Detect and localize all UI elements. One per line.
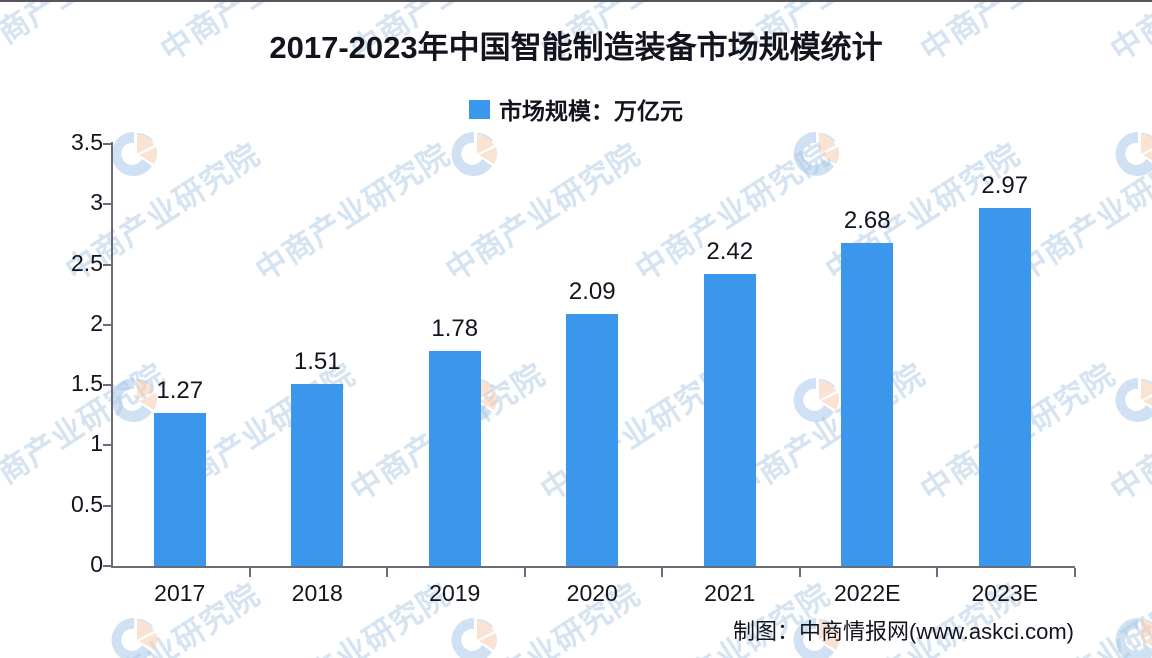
- y-axis-tick-label: 0: [90, 551, 103, 577]
- x-axis-tick: [248, 568, 251, 577]
- x-axis-tick: [523, 568, 526, 577]
- bar-2017: [153, 412, 206, 566]
- y-axis-tick: [103, 143, 112, 145]
- x-axis-tick: [661, 568, 663, 577]
- bar-value-label: 2.42: [706, 238, 754, 266]
- y-axis-tick-label: 2: [90, 309, 103, 336]
- y-axis-tick-label: 1: [90, 430, 103, 457]
- y-axis-tick-label: 1.5: [71, 370, 103, 397]
- y-axis-tick-label: 0.5: [71, 490, 103, 517]
- legend-label: 市场规模：万亿元: [499, 98, 683, 124]
- bar-value-label: 1.78: [431, 315, 479, 343]
- bar-value-label: 1.27: [156, 376, 204, 404]
- x-axis-tick-label: 2022E: [833, 580, 901, 606]
- y-axis-tick: [103, 565, 112, 567]
- bar-value-label: 2.68: [843, 206, 891, 234]
- chart-legend: 市场规模：万亿元: [0, 92, 1152, 126]
- chart-title: 2017-2023年中国智能制造装备市场规模统计: [269, 30, 883, 65]
- bar-2022E: [841, 242, 894, 566]
- bar-value-label: 1.51: [293, 347, 341, 375]
- x-axis-tick-label: 2021: [704, 580, 756, 606]
- x-axis-tick: [386, 568, 388, 577]
- bar-2018: [291, 383, 344, 566]
- y-axis-tick-label: 2.5: [71, 249, 103, 276]
- x-axis-tick-label: 2019: [429, 580, 481, 606]
- bar-2021: [703, 274, 756, 566]
- bar-2020: [566, 314, 619, 566]
- x-axis-tick: [936, 568, 938, 577]
- x-axis-line: [111, 566, 1075, 568]
- x-axis-tick: [1073, 568, 1076, 577]
- x-axis-tick: [798, 568, 801, 577]
- y-axis-tick-label: 3: [90, 189, 103, 216]
- legend-item-market-size: 市场规模：万亿元: [469, 92, 683, 126]
- y-axis-tick: [103, 323, 112, 326]
- y-axis-tick-label: 3.5: [71, 129, 103, 155]
- y-axis-tick: [103, 263, 112, 266]
- x-axis-tick-label: 2018: [291, 580, 343, 606]
- y-axis-tick: [103, 504, 112, 507]
- y-axis-line: [111, 142, 113, 568]
- y-axis-tick: [103, 384, 112, 387]
- x-axis-tick-label: 2017: [154, 580, 206, 606]
- x-axis-tick-label: 2023E: [971, 580, 1038, 606]
- bar-value-label: 2.09: [568, 278, 616, 305]
- bar-2023E: [978, 207, 1031, 566]
- bar-value-label: 2.97: [981, 171, 1029, 199]
- footer-credit: 制图：中商情报网(www.askci.com): [732, 619, 1074, 644]
- legend-color-swatch-icon: [469, 99, 490, 119]
- x-axis-tick-label: 2020: [566, 580, 618, 606]
- y-axis-tick: [103, 444, 112, 447]
- bar-2019: [428, 351, 481, 566]
- y-axis-tick: [103, 203, 112, 206]
